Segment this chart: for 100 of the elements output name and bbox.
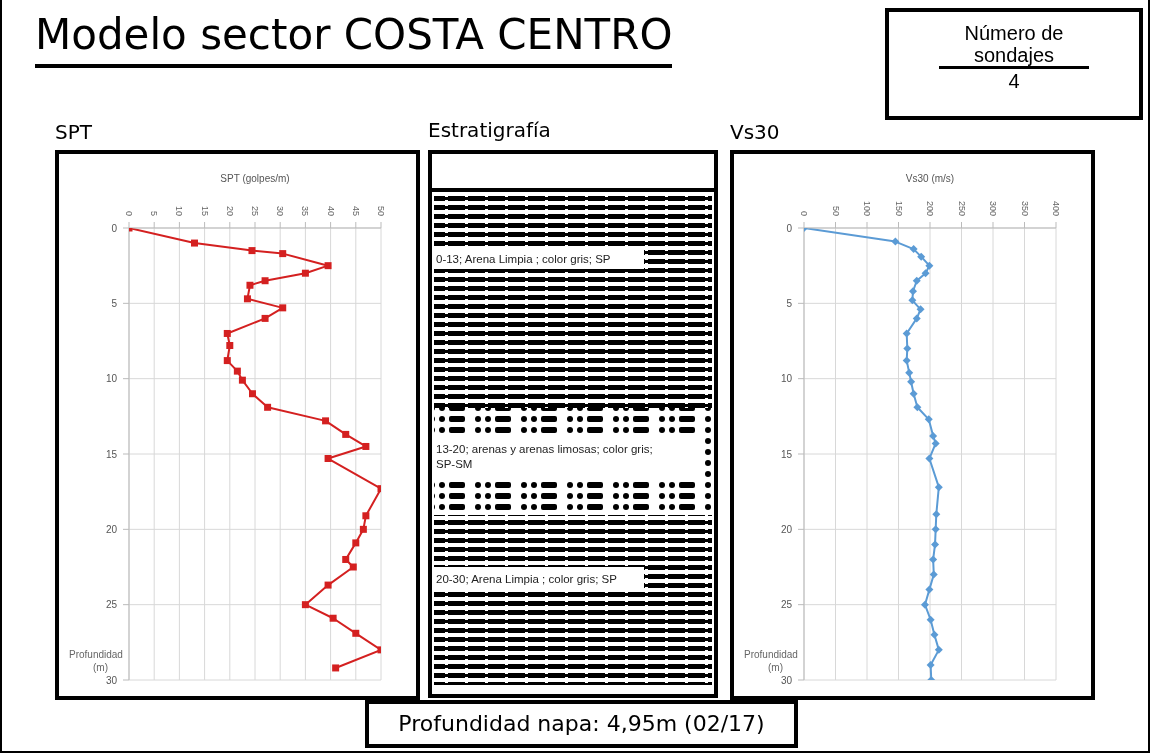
point — [913, 403, 922, 412]
point — [324, 581, 332, 589]
y-tick-label: 15 — [105, 448, 118, 460]
point — [243, 295, 251, 303]
point — [359, 525, 367, 533]
point — [332, 664, 340, 672]
text: Modelo sector COSTA CENTRO — [35, 6, 673, 68]
y-axis-title: Profundidad (m) — [69, 649, 123, 673]
point — [238, 376, 246, 384]
point — [931, 439, 940, 448]
x-tick-label: 250 — [956, 200, 967, 216]
x-tick-label: 40 — [325, 205, 336, 216]
point — [908, 296, 917, 305]
point — [191, 239, 199, 247]
point — [903, 344, 912, 353]
chart-title: Vs30 — [730, 120, 780, 144]
point — [279, 304, 287, 312]
text: 13-20; arenas y arenas limosas; color gris; SP-SM — [436, 443, 653, 470]
y-tick-label: 30 — [780, 674, 793, 686]
y-tick-label: 0 — [786, 222, 793, 234]
point — [233, 367, 241, 375]
point — [279, 250, 287, 258]
x-tick-label: 45 — [350, 205, 361, 216]
y-tick-label: 20 — [105, 523, 118, 535]
point — [349, 563, 357, 571]
y-tick-label: 0 — [111, 222, 118, 234]
point — [907, 377, 916, 386]
point — [916, 305, 925, 314]
x-tick-label: 400 — [1051, 200, 1061, 216]
point — [917, 252, 926, 261]
x-tick-label: 50 — [830, 205, 841, 216]
point — [925, 261, 934, 270]
point — [342, 555, 350, 563]
point — [908, 287, 917, 296]
y-tick-label: 5 — [111, 297, 118, 309]
point — [921, 269, 930, 278]
point — [929, 431, 938, 440]
point — [264, 403, 272, 411]
y-tick-label: 15 — [780, 448, 793, 460]
point — [929, 555, 938, 564]
point — [362, 512, 370, 520]
x-tick-label: 20 — [224, 205, 235, 216]
point — [248, 247, 256, 255]
point — [909, 389, 918, 398]
point — [301, 601, 309, 609]
text: Profundidad napa: 4,95m (02/17) — [365, 700, 798, 748]
point — [248, 390, 256, 398]
point — [362, 442, 370, 450]
y-tick-label: 10 — [105, 373, 118, 385]
point — [930, 630, 939, 639]
point — [931, 540, 940, 549]
y-tick-label: 30 — [105, 674, 118, 686]
x-tick-label: 300 — [988, 200, 998, 216]
point — [925, 585, 934, 594]
text: 4 — [1007, 69, 1021, 93]
point — [342, 430, 350, 438]
y-tick-label: 25 — [105, 599, 118, 611]
point — [934, 645, 943, 654]
point — [934, 483, 943, 492]
point — [929, 570, 938, 579]
point — [329, 614, 337, 622]
point — [322, 417, 330, 425]
point — [931, 525, 940, 534]
text: Estratigrafía — [428, 118, 551, 142]
point — [902, 329, 911, 338]
point — [926, 660, 935, 669]
x-tick-label: 200 — [925, 200, 935, 216]
point — [920, 600, 929, 609]
point — [912, 314, 921, 323]
x-tick-label: 30 — [275, 205, 286, 216]
point — [926, 615, 935, 624]
point — [352, 539, 360, 547]
text: 20-30; Arena Limpia ; color gris; SP — [436, 573, 618, 585]
point — [261, 277, 269, 285]
point — [352, 629, 360, 637]
x-tick-label: 15 — [199, 205, 210, 216]
point — [261, 314, 269, 322]
x-tick-label: 25 — [250, 205, 260, 216]
x-tick-label: 0 — [799, 210, 809, 216]
point — [909, 245, 918, 254]
point — [932, 510, 941, 519]
x-tick-label: 100 — [862, 200, 872, 216]
point — [905, 368, 914, 377]
point — [226, 342, 234, 350]
point — [912, 276, 921, 285]
y-axis-title: Profundidad (m) — [744, 649, 798, 673]
y-tick-label: 25 — [780, 599, 793, 611]
point — [223, 329, 231, 337]
text: Número de sondajes — [939, 22, 1089, 69]
x-tick-label: 350 — [1019, 200, 1030, 216]
x-tick-label: 150 — [893, 200, 904, 216]
x-axis-title: SPT (golpes/m) — [220, 173, 290, 184]
x-tick-label: 5 — [149, 210, 160, 216]
y-tick-label: 5 — [786, 297, 793, 309]
y-tick-label: 10 — [780, 373, 793, 385]
point — [301, 269, 309, 277]
x-tick-label: 35 — [300, 205, 311, 216]
text: 0-13; Arena Limpia ; color gris; SP — [436, 253, 611, 265]
x-tick-label: 0 — [124, 210, 134, 216]
point — [324, 262, 332, 270]
